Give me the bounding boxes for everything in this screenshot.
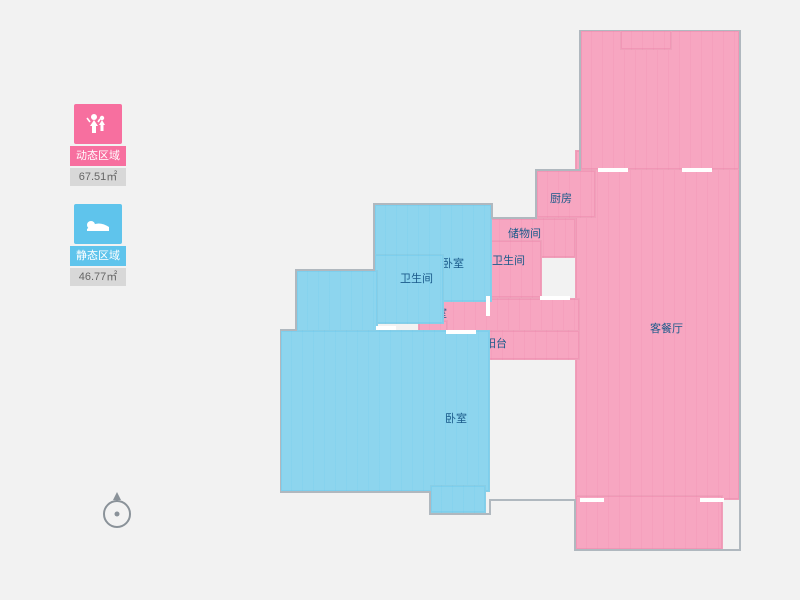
room-label-kitchen: 厨房 — [550, 190, 572, 206]
legend-dynamic-icon — [74, 104, 122, 144]
room-label-storage: 储物间 — [508, 225, 541, 241]
legend-static-icon — [74, 204, 122, 244]
legend-static-label: 静态区域 — [70, 246, 126, 266]
door-gap — [446, 330, 476, 334]
room-bottom-ext — [575, 495, 723, 550]
legend-dynamic-value: 67.51㎡ — [70, 168, 126, 186]
room-top-ext — [620, 30, 672, 50]
door-gap — [580, 498, 604, 502]
room-label-bed-big: 卧室 — [445, 410, 467, 426]
room-label-living: 客餐厅 — [650, 320, 683, 336]
door-gap — [540, 296, 570, 300]
legend-dynamic-label: 动态区域 — [70, 146, 126, 166]
door-gap — [682, 168, 712, 172]
room-top-hall — [580, 30, 740, 170]
legend-dynamic: 动态区域 67.51㎡ — [68, 104, 128, 186]
door-gap — [486, 296, 490, 316]
legend-panel: 动态区域 67.51㎡ 静态区域 46.77㎡ — [68, 104, 128, 304]
room-label-bath2: 卫生间 — [492, 252, 525, 268]
legend-static-value: 46.77㎡ — [70, 268, 126, 286]
room-bed-ext — [430, 485, 486, 513]
legend-static: 静态区域 46.77㎡ — [68, 204, 128, 286]
door-gap — [700, 498, 724, 502]
door-gap — [376, 326, 396, 330]
people-icon — [85, 111, 111, 137]
sleep-icon — [83, 213, 113, 235]
room-bath1 — [374, 254, 444, 324]
room-bath2 — [488, 240, 542, 298]
compass-icon — [100, 490, 134, 535]
room-label-bath1: 卫生间 — [400, 270, 433, 286]
floorplan: 客餐厅厨房储物间卫生间卧室阳台卧室卫生间卧室 — [280, 30, 760, 560]
door-gap — [598, 168, 628, 172]
room-label-bed-top: 卧室 — [442, 255, 464, 271]
